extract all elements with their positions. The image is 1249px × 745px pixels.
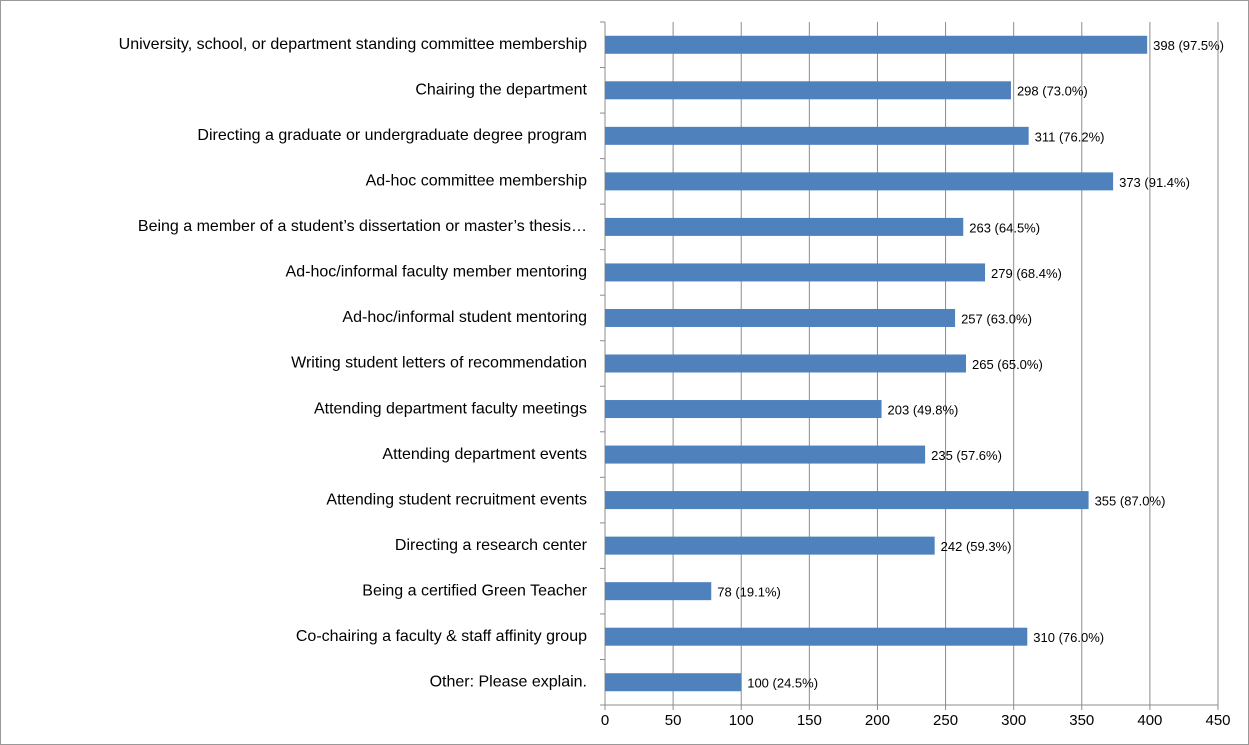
bar <box>605 400 882 419</box>
y-tick-label: Other: Please explain. <box>430 673 587 690</box>
data-label: 235 (57.6%) <box>931 448 1002 463</box>
bar <box>605 582 712 601</box>
data-label: 242 (59.3%) <box>941 539 1012 554</box>
y-tick-label: University, school, or department standi… <box>119 36 587 53</box>
data-label: 78 (19.1%) <box>717 585 781 600</box>
bar <box>605 35 1148 54</box>
data-label: 265 (65.0%) <box>972 357 1043 372</box>
y-tick-label: Being a certified Green Teacher <box>362 582 587 599</box>
x-tick-label: 350 <box>1069 712 1094 729</box>
y-tick-label: Writing student letters of recommendatio… <box>291 355 587 372</box>
data-label: 279 (68.4%) <box>991 266 1062 281</box>
x-tick-label: 250 <box>933 712 958 729</box>
x-tick-label: 400 <box>1137 712 1162 729</box>
y-tick-label: Ad-hoc committee membership <box>366 173 588 190</box>
data-label: 257 (63.0%) <box>961 311 1032 326</box>
data-label: 100 (24.5%) <box>747 676 818 691</box>
data-label: 310 (76.0%) <box>1033 630 1104 645</box>
y-tick-label: Directing a research center <box>395 537 588 554</box>
bar <box>605 627 1028 646</box>
data-label: 203 (49.8%) <box>888 402 959 417</box>
data-label: 398 (97.5%) <box>1153 38 1224 53</box>
y-tick-label: Co-chairing a faculty & staff affinity g… <box>296 628 587 645</box>
x-tick-label: 50 <box>665 712 682 729</box>
bar <box>605 536 935 555</box>
x-tick-label: 450 <box>1205 712 1230 729</box>
y-tick-label: Ad-hoc/informal faculty member mentoring <box>286 264 587 281</box>
y-tick-label: Chairing the department <box>415 82 587 99</box>
bar <box>605 491 1089 510</box>
x-tick-label: 200 <box>865 712 890 729</box>
y-tick-label: Attending department events <box>382 446 587 463</box>
y-tick-label: Directing a graduate or undergraduate de… <box>197 127 587 144</box>
x-tick-label: 0 <box>601 712 609 729</box>
data-label: 355 (87.0%) <box>1095 494 1166 509</box>
bar <box>605 172 1114 191</box>
data-label: 311 (76.2%) <box>1035 129 1105 144</box>
bar <box>605 81 1011 100</box>
x-tick-label: 150 <box>797 712 822 729</box>
y-tick-label: Attending department faculty meetings <box>314 400 587 417</box>
y-tick-label: Attending student recruitment events <box>326 491 587 508</box>
y-tick-label: Being a member of a student’s dissertati… <box>138 218 587 235</box>
x-tick-label: 300 <box>1001 712 1026 729</box>
bar <box>605 673 742 692</box>
bar <box>605 308 956 327</box>
bar <box>605 126 1029 145</box>
bar <box>605 445 926 464</box>
bar <box>605 263 986 282</box>
bar <box>605 354 966 373</box>
data-label: 263 (64.5%) <box>969 220 1040 235</box>
y-tick-label: Ad-hoc/informal student mentoring <box>342 309 587 326</box>
x-tick-label: 100 <box>729 712 754 729</box>
bar <box>605 217 964 236</box>
data-label: 298 (73.0%) <box>1017 84 1088 99</box>
data-label: 373 (91.4%) <box>1119 175 1190 190</box>
